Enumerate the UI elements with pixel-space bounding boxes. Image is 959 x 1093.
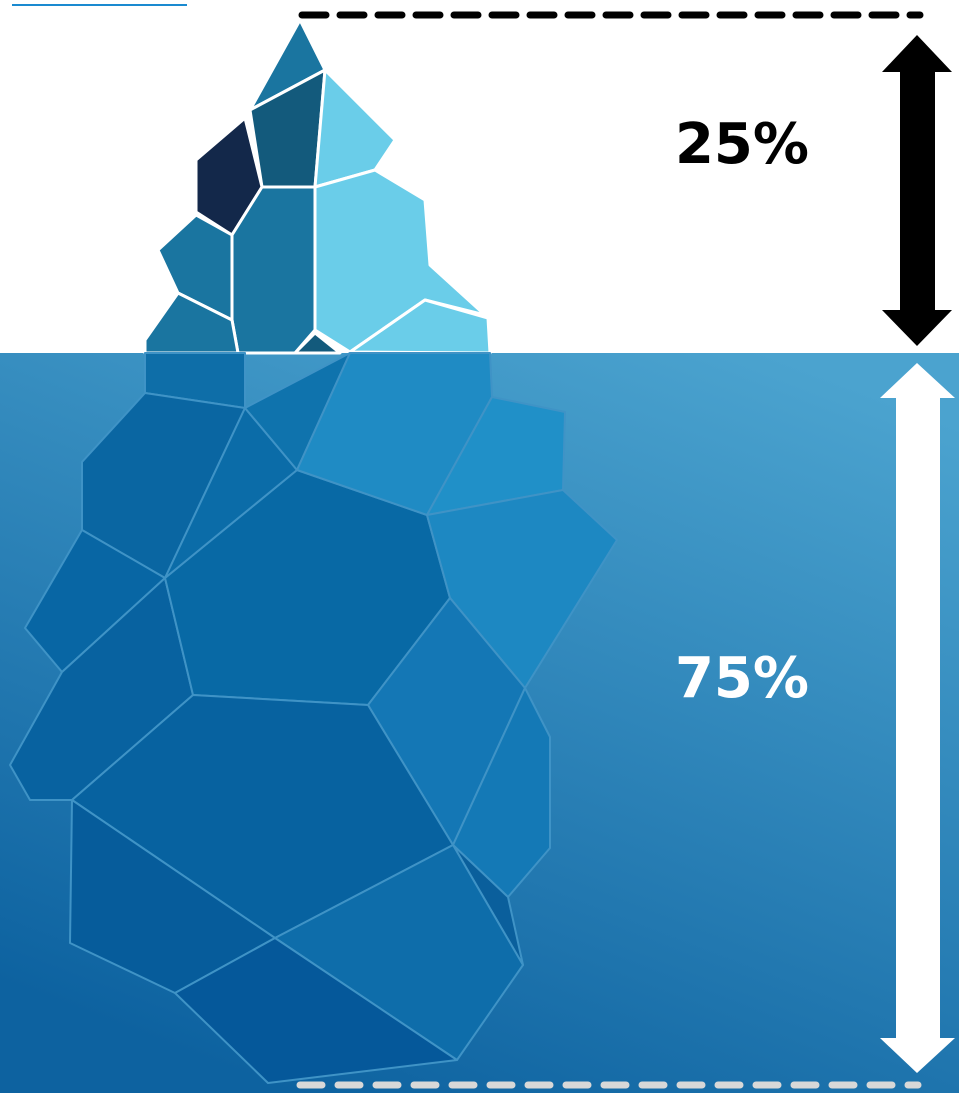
below-arrow <box>880 363 955 1073</box>
above-percent: 25% <box>675 112 809 177</box>
below-percent: 75% <box>675 646 809 711</box>
iceberg-underwater <box>9 352 618 1084</box>
above-arrow <box>882 35 952 346</box>
iceberg-tip <box>143 18 492 355</box>
